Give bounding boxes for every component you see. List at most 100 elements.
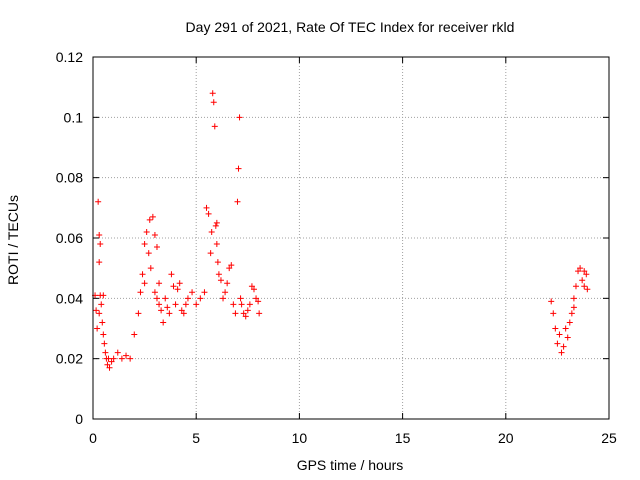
data-point bbox=[135, 310, 142, 317]
data-point bbox=[118, 355, 125, 362]
data-point bbox=[96, 310, 103, 317]
data-point bbox=[174, 286, 181, 293]
data-point bbox=[246, 301, 253, 308]
data-point bbox=[562, 325, 569, 332]
data-point bbox=[577, 265, 584, 272]
data-point bbox=[201, 289, 208, 296]
data-point bbox=[143, 228, 150, 235]
data-point bbox=[184, 295, 191, 302]
data-point bbox=[583, 271, 590, 278]
data-point bbox=[256, 310, 263, 317]
data-point bbox=[139, 271, 146, 278]
y-tick-label: 0.08 bbox=[56, 170, 83, 186]
data-point bbox=[207, 250, 214, 257]
data-point bbox=[93, 307, 100, 314]
data-point bbox=[114, 349, 121, 356]
data-point bbox=[570, 304, 577, 311]
data-point bbox=[575, 268, 582, 275]
data-point bbox=[94, 325, 101, 332]
data-point bbox=[238, 301, 245, 308]
data-point bbox=[172, 301, 179, 308]
data-point bbox=[217, 277, 224, 284]
data-point bbox=[156, 280, 163, 287]
data-point bbox=[554, 340, 561, 347]
data-point bbox=[570, 295, 577, 302]
data-point bbox=[224, 280, 231, 287]
x-tick-label: 10 bbox=[292, 430, 308, 446]
data-point bbox=[146, 216, 153, 223]
plot-frame bbox=[92, 56, 610, 420]
y-tick-label: 0.04 bbox=[56, 290, 83, 306]
data-point bbox=[97, 241, 104, 248]
data-point bbox=[226, 265, 233, 272]
data-point bbox=[558, 349, 565, 356]
data-point bbox=[560, 343, 567, 350]
data-point bbox=[100, 292, 107, 299]
data-point bbox=[584, 286, 591, 293]
data-point bbox=[237, 295, 244, 302]
data-point bbox=[110, 355, 117, 362]
data-point bbox=[203, 204, 210, 211]
data-point bbox=[98, 301, 105, 308]
data-point bbox=[176, 280, 183, 287]
data-point bbox=[581, 283, 588, 290]
data-point bbox=[214, 259, 221, 266]
data-point bbox=[96, 231, 103, 238]
x-tick-label: 20 bbox=[498, 430, 514, 446]
data-point bbox=[564, 334, 571, 341]
x-tick-label: 25 bbox=[601, 430, 617, 446]
data-point bbox=[151, 231, 158, 238]
data-point bbox=[253, 295, 260, 302]
y-tick-label: 0.06 bbox=[56, 230, 83, 246]
data-point bbox=[215, 271, 222, 278]
data-point bbox=[108, 358, 115, 365]
data-point bbox=[141, 241, 148, 248]
data-point bbox=[236, 114, 243, 121]
data-point bbox=[164, 304, 171, 311]
data-point bbox=[156, 301, 163, 308]
x-axis-label: GPS time / hours bbox=[297, 457, 404, 473]
x-tick-label: 5 bbox=[192, 430, 200, 446]
data-point bbox=[99, 319, 106, 326]
data-point bbox=[104, 361, 111, 368]
data-points bbox=[92, 90, 591, 371]
data-point bbox=[180, 310, 187, 317]
chart-title: Day 291 of 2021, Rate Of TEC Index for r… bbox=[186, 19, 515, 35]
data-point bbox=[212, 222, 219, 229]
y-axis-label: ROTI / TECUs bbox=[5, 195, 21, 285]
data-point bbox=[102, 349, 109, 356]
data-point bbox=[151, 289, 158, 296]
data-point bbox=[220, 295, 227, 302]
data-point bbox=[170, 283, 177, 290]
data-point bbox=[213, 219, 220, 226]
data-point bbox=[250, 286, 257, 293]
data-point bbox=[556, 331, 563, 338]
data-point bbox=[137, 289, 144, 296]
data-point bbox=[149, 213, 156, 220]
data-point bbox=[141, 280, 148, 287]
y-tick-label: 0 bbox=[75, 411, 83, 427]
data-point bbox=[95, 198, 102, 205]
data-point bbox=[197, 295, 204, 302]
data-point bbox=[106, 364, 113, 371]
data-point bbox=[211, 123, 218, 130]
data-point bbox=[158, 307, 165, 314]
data-point bbox=[222, 289, 229, 296]
grid-lines bbox=[93, 57, 609, 419]
data-point bbox=[162, 295, 169, 302]
data-point bbox=[182, 301, 189, 308]
data-point bbox=[189, 289, 196, 296]
y-tick-label: 0.12 bbox=[56, 49, 83, 65]
x-tick-label: 0 bbox=[89, 430, 97, 446]
data-point bbox=[209, 90, 216, 97]
data-point bbox=[232, 310, 239, 317]
data-point bbox=[208, 228, 215, 235]
data-point bbox=[235, 165, 242, 172]
data-point bbox=[550, 310, 557, 317]
data-point bbox=[153, 295, 160, 302]
data-point bbox=[244, 307, 251, 314]
data-point bbox=[552, 325, 559, 332]
data-point bbox=[127, 355, 134, 362]
data-point bbox=[230, 301, 237, 308]
